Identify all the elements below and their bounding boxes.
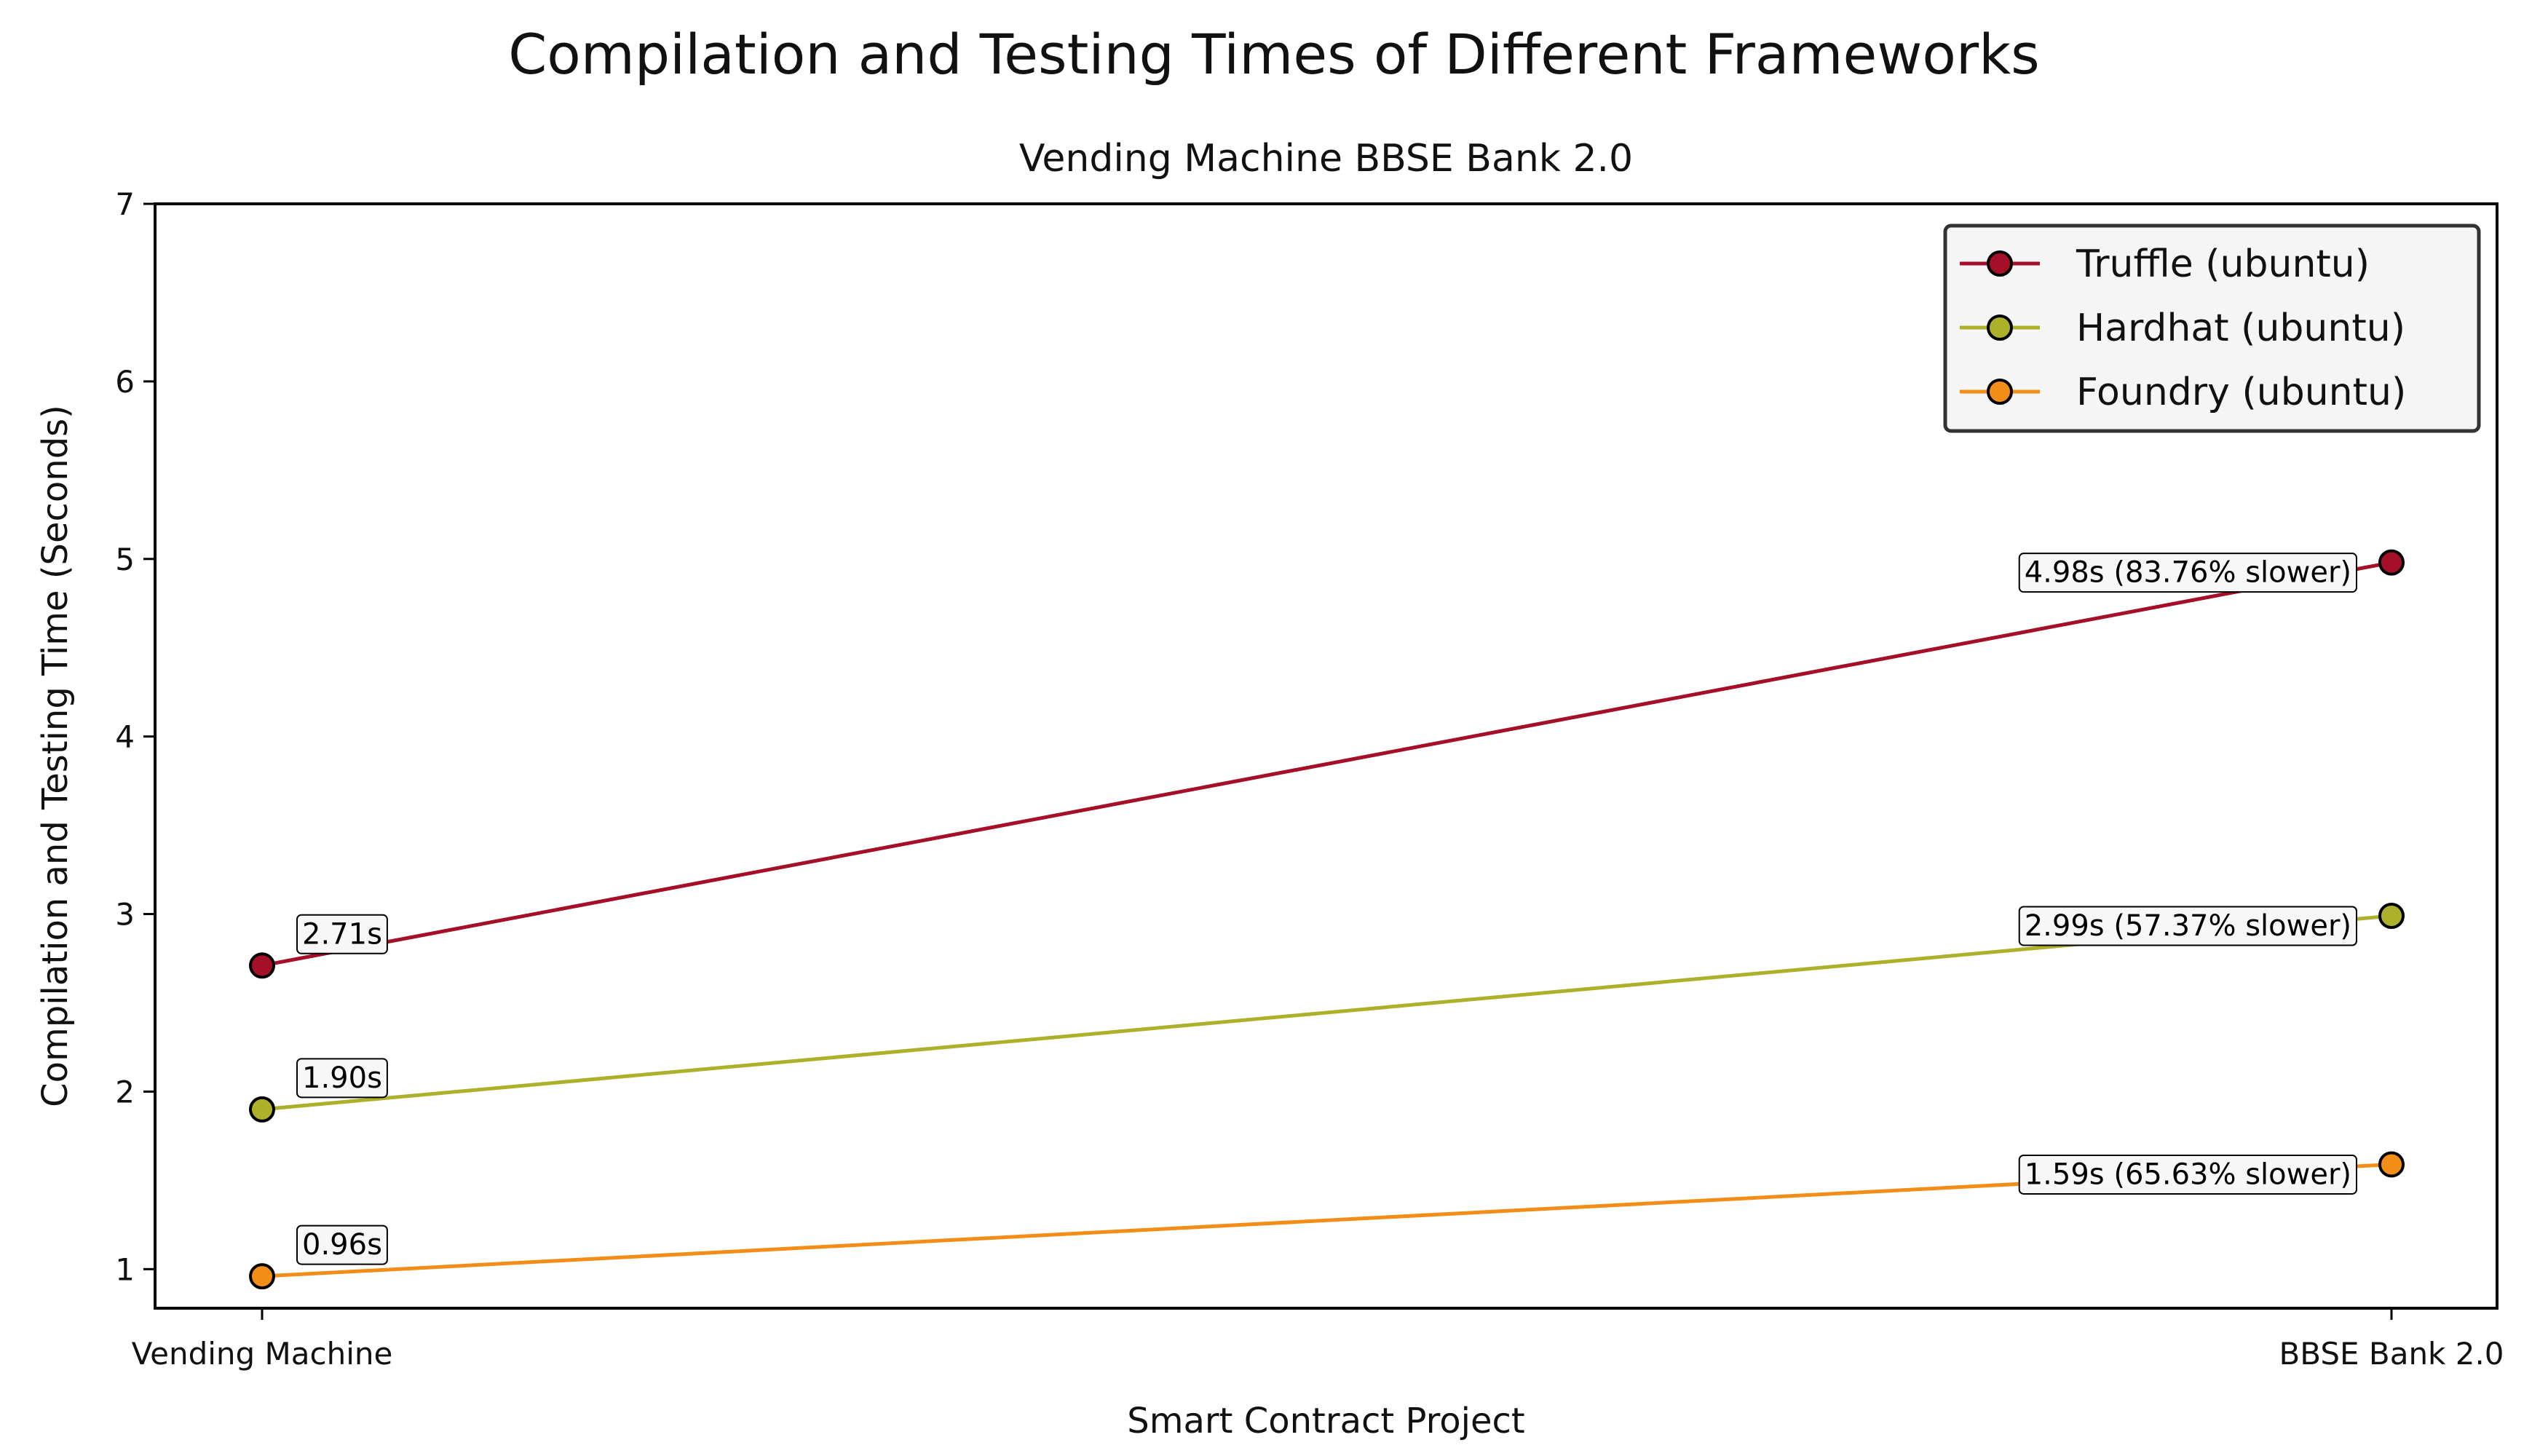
y-tick-label: 1 [115,1251,135,1287]
chart-subtitle: Vending Machine BBSE Bank 2.0 [1019,137,1633,181]
data-label: 1.90s [302,1061,382,1095]
y-tick-label: 3 [115,897,135,933]
data-label: 1.59s (65.63% slower) [2025,1158,2351,1191]
x-tick-label: BBSE Bank 2.0 [2279,1336,2504,1372]
data-label-box [2018,1154,2357,1195]
legend-label: Truffle (ubuntu) [2076,242,2370,286]
data-point [2378,549,2405,576]
x-axis-label: Smart Contract Project [1127,1401,1524,1441]
y-tick-label: 7 [115,186,135,222]
legend-label: Hardhat (ubuntu) [2076,306,2405,350]
data-label-box [2018,906,2357,946]
data-label: 2.71s [302,917,382,951]
y-tick-label: 5 [115,542,135,577]
legend-label: Foundry (ubuntu) [2076,371,2406,414]
plot-frame [154,202,2498,1310]
series-line [261,561,2392,968]
data-label-box [296,1058,388,1099]
legend-box [1943,223,2481,433]
legend-marker [1987,250,2013,277]
y-tick-label: 6 [115,364,135,400]
data-label-box [2018,553,2357,593]
data-label-box [296,1224,388,1265]
data-label: 2.99s (57.37% slower) [2025,909,2351,943]
chart-title: Compilation and Testing Times of Differe… [508,22,2040,87]
y-tick-label: 2 [115,1074,135,1109]
y-tick-label: 4 [115,719,135,755]
series-line [261,914,2392,1112]
data-label: 4.98s (83.76% slower) [2025,556,2351,590]
legend-marker [1987,379,2013,405]
data-point [2378,903,2405,930]
data-label-box [296,914,388,954]
legend-marker [1987,314,2013,341]
data-point [249,952,275,979]
data-point [249,1263,275,1290]
y-axis-label: Compilation and Testing Time (Seconds) [35,405,76,1107]
x-tick-label: Vending Machine [132,1336,393,1372]
data-point [2378,1151,2405,1178]
data-point [249,1096,275,1123]
data-label: 0.96s [302,1228,382,1262]
